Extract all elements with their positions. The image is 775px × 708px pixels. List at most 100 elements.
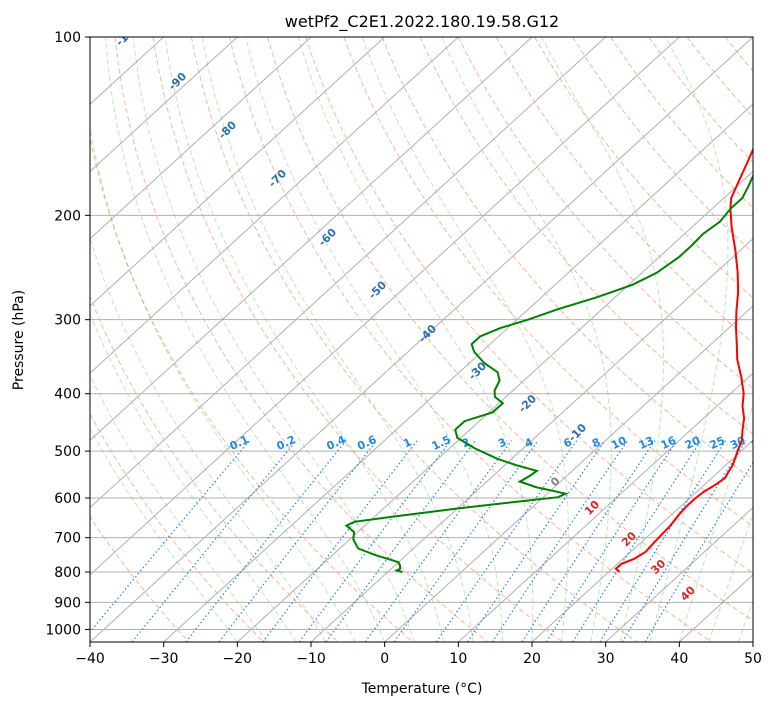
dry-adiabat-line	[114, 37, 488, 642]
moist-adiabat-line	[737, 600, 753, 642]
x-tick-label: 20	[523, 651, 541, 667]
moist-adiabat-line	[540, 37, 664, 642]
mixing-ratio-line	[262, 440, 418, 642]
dry-adiabat-line	[305, 37, 753, 574]
mixing-ratio-line	[644, 461, 753, 642]
dry-adiabat-label: -20	[516, 392, 539, 415]
x-axis-label: Temperature (°C)	[361, 681, 483, 697]
isotherm-line	[605, 506, 753, 642]
x-tick-label: 10	[449, 651, 467, 667]
y-tick-label: 800	[54, 565, 81, 581]
plot-area: 0.1 0.2 0.4 0.6 1 1.5 2 3 4 6 8 10 13 16 20 25 30 36-100-…	[89, 20, 769, 643]
dry-adiabat-label: -60	[316, 226, 339, 249]
x-tick-label: −30	[149, 651, 179, 667]
moist-adiabat-line	[90, 236, 327, 642]
y-tick-label: 700	[54, 531, 81, 547]
moist-adiabat-line	[90, 123, 356, 642]
dry-adiabat-label: -100	[113, 20, 142, 49]
isotherm-line	[90, 37, 459, 374]
dry-adiabat-label: -80	[216, 118, 239, 141]
moist-adiabat-label: 40	[678, 583, 698, 603]
mixing-ratio-label: 13	[637, 434, 656, 452]
moist-adiabat-line	[361, 37, 569, 642]
dewpoint-profile-line	[344, 173, 753, 573]
mixing-ratio-line	[572, 440, 702, 642]
mixing-ratio-line	[491, 440, 629, 642]
isotherm-line	[384, 305, 753, 642]
moist-adiabat-line	[297, 37, 534, 642]
moist-adiabat-label: 20	[619, 529, 639, 549]
mixing-ratio-line	[545, 440, 678, 642]
moist-adiabat-line	[708, 513, 753, 642]
mixing-ratio-label: 20	[683, 434, 703, 452]
isotherm-line	[457, 372, 753, 642]
dry-adiabat-label: -70	[266, 167, 289, 190]
isotherm-line	[236, 170, 753, 642]
y-tick-label: 100	[54, 30, 81, 46]
dry-adiabat-line	[419, 37, 753, 435]
dry-adiabat-line	[648, 37, 753, 164]
dry-adiabat-line	[229, 37, 712, 642]
x-tick-label: −20	[223, 651, 253, 667]
mixing-ratio-line	[131, 440, 297, 642]
y-tick-label: 1000	[45, 622, 81, 638]
y-tick-label: 600	[54, 491, 81, 507]
y-tick-label: 300	[54, 313, 81, 329]
moist-adiabat-line	[201, 37, 474, 642]
y-tick-label: 400	[54, 387, 81, 403]
mixing-ratio-line	[325, 440, 476, 642]
clipped-plot: 0.1 0.2 0.4 0.6 1 1.5 2 3 4 6 8 10 13 16 20 25 30 36-100-…	[90, 20, 769, 642]
moist-adiabat-line	[105, 37, 386, 642]
dry-adiabat-line	[572, 37, 753, 254]
chart-title: wetPf2_C2E1.2022.180.19.58.G12	[285, 12, 559, 32]
isotherm-line	[90, 37, 386, 307]
moist-adiabat-label: 30	[648, 557, 668, 577]
mixing-ratio-line	[90, 440, 251, 633]
dry-adiabat-line	[152, 37, 563, 642]
dry-adiabat-line	[495, 37, 753, 344]
mixing-ratio-label: 1.5	[430, 433, 453, 453]
mixing-ratio-line	[218, 440, 378, 642]
dry-adiabat-label: -90	[166, 70, 189, 93]
dry-adiabat-line	[90, 135, 414, 642]
mixing-ratio-line	[435, 440, 578, 642]
mixing-ratio-label: 0.2	[275, 433, 298, 453]
x-tick-label: −40	[75, 651, 105, 667]
axis-ticks: −40 −30 −20 −10 0 10 20 30 40 50 100 200 300 400 500 60…	[45, 30, 762, 667]
isotherm-line	[531, 439, 753, 642]
mixing-ratio-label: 0.4	[325, 433, 348, 453]
mixing-ratio-line	[621, 440, 747, 642]
mixing-ratio-label: 36	[749, 434, 769, 452]
isotherm-line	[752, 641, 753, 642]
dry-adiabat-line	[90, 295, 339, 642]
dry-adiabat-line	[190, 37, 638, 642]
dry-adiabat-line	[686, 37, 753, 118]
dry-adiabat-line	[610, 37, 753, 209]
isotherm-line	[90, 37, 238, 173]
mixing-ratio-label: 4	[523, 435, 536, 450]
x-tick-label: 50	[744, 651, 762, 667]
mixing-ratio-label: 30	[728, 434, 748, 452]
dry-adiabat-line	[457, 37, 753, 389]
moist-adiabat-line	[132, 37, 415, 642]
isotherm-line	[90, 37, 680, 576]
isotherm-line	[90, 37, 312, 240]
x-tick-label: 30	[597, 651, 615, 667]
mixing-ratio-line	[466, 440, 606, 642]
mixing-ratio-line	[521, 440, 656, 642]
y-tick-label: 500	[54, 444, 81, 460]
moist-adiabat-line	[441, 37, 612, 642]
dry-adiabat-line	[534, 37, 753, 299]
x-tick-label: −10	[296, 651, 326, 667]
dry-adiabat-line	[343, 37, 753, 527]
y-tick-label: 900	[54, 595, 81, 611]
mixing-ratio-label: 0.6	[355, 433, 378, 453]
mixing-ratio-label: 16	[659, 434, 679, 452]
x-tick-label: 0	[380, 651, 389, 667]
moist-adiabat-line	[649, 37, 729, 642]
mixing-ratio-label: 10	[609, 434, 629, 452]
mixing-ratio-line	[364, 440, 512, 642]
dry-adiabat-line	[381, 37, 753, 481]
temperature-profile-line	[614, 146, 753, 573]
